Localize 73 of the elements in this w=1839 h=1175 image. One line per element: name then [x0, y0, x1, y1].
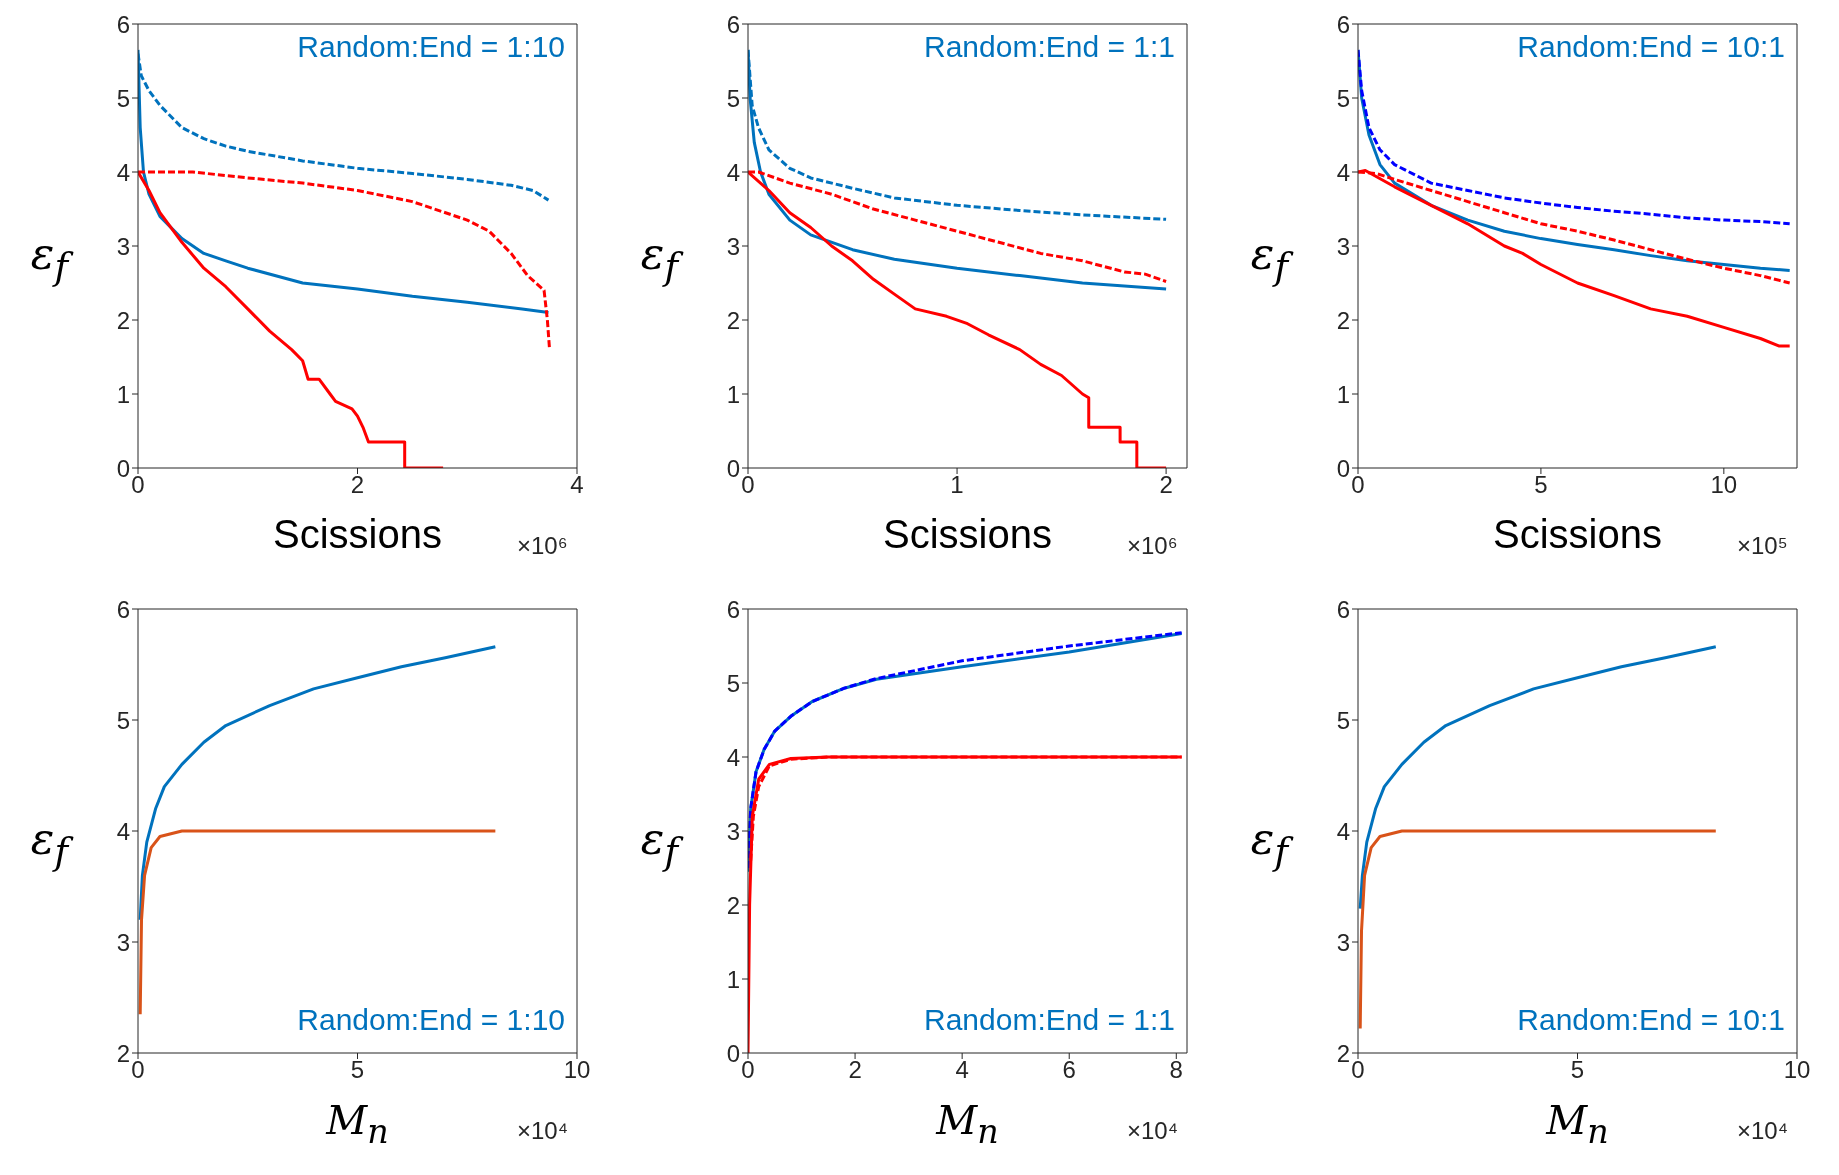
y-tick-label: 3	[1336, 928, 1350, 956]
x-axis-title: Scissions	[1493, 512, 1662, 556]
line-series	[138, 645, 497, 922]
y-tick-label: 4	[116, 158, 130, 186]
x-tick-label: 8	[1169, 1056, 1183, 1084]
x-tick-label: 4	[570, 471, 584, 499]
annotation: Random:End = 1:10	[297, 1003, 565, 1037]
y-tick-label: 5	[1336, 706, 1350, 734]
y-tick-label: 2	[116, 1039, 130, 1067]
y-tick-label: 4	[726, 743, 740, 771]
x-tick-label: 5	[1534, 471, 1548, 499]
x-tick-label: 1	[950, 471, 964, 499]
y-tick-label: 4	[1336, 158, 1350, 186]
y-tick-label: 5	[726, 84, 740, 112]
x-axis-title: M$_{n}$	[326, 1097, 389, 1151]
y-tick-label: 3	[1336, 232, 1350, 260]
x-axis-title: M$_{n}$	[1546, 1097, 1609, 1151]
y-tick-label: 4	[726, 158, 740, 186]
x-tick-label: 5	[350, 1056, 365, 1084]
y-tick-label: 3	[726, 817, 740, 845]
x-axis-title: Scissions	[273, 512, 442, 556]
y-tick-label: 5	[116, 84, 130, 112]
y-tick-label: 3	[726, 232, 740, 260]
y-tick-label: 6	[1336, 10, 1350, 38]
y-tick-label: 1	[726, 965, 740, 993]
y-tick-label: 6	[726, 10, 740, 38]
y-tick-label: 5	[1336, 84, 1350, 112]
text: ×10⁶	[1127, 532, 1178, 560]
x-tick-label: 10	[1783, 1056, 1811, 1084]
y-tick-label: 2	[726, 306, 740, 334]
y-tick-label: 3	[116, 928, 130, 956]
y-tick-label: 2	[116, 306, 130, 334]
x-axis-title: M$_{n}$	[936, 1097, 999, 1151]
y-tick-label: 4	[1336, 817, 1350, 845]
x-tick-label: 2	[1159, 471, 1173, 499]
y-tick-label: 0	[726, 1039, 740, 1067]
y-tick-label: 2	[1336, 1039, 1350, 1067]
x-tick-label: 6	[1062, 1056, 1076, 1084]
x-tick-label: 2	[848, 1056, 862, 1084]
text: ×10⁵	[1737, 532, 1788, 560]
y-tick-label: 3	[116, 232, 130, 260]
y-tick-label: 0	[116, 454, 130, 482]
annotation: Random:End = 1:10	[297, 30, 565, 64]
y-tick-label: 1	[1336, 380, 1350, 408]
x-axis-title: Scissions	[883, 512, 1052, 556]
x-tick-label: 4	[955, 1056, 969, 1084]
text: ×10⁶	[517, 532, 568, 560]
line-series	[1358, 829, 1718, 1031]
text: ×10⁴	[1737, 1117, 1789, 1145]
annotation: Random:End = 10:1	[1517, 30, 1785, 64]
x-tick-label: 10	[1710, 471, 1738, 499]
y-tick-label: 6	[726, 595, 740, 623]
y-tick-label: 5	[726, 669, 740, 697]
annotation: Random:End = 10:1	[1517, 1003, 1785, 1037]
line-series	[1358, 645, 1718, 911]
text: ×10⁴	[517, 1117, 569, 1145]
annotation: Random:End = 1:1	[923, 30, 1175, 64]
x-tick-label: 10	[563, 1056, 591, 1084]
y-tick-label: 6	[116, 595, 130, 623]
y-tick-label: 5	[116, 706, 130, 734]
y-tick-label: 6	[116, 10, 130, 38]
y-tick-label: 2	[1336, 306, 1350, 334]
y-tick-label: 1	[116, 380, 130, 408]
y-tick-label: 4	[116, 817, 130, 845]
y-tick-label: 2	[726, 891, 740, 919]
text: ×10⁴	[1127, 1117, 1179, 1145]
y-tick-label: 0	[726, 454, 740, 482]
y-tick-label: 1	[726, 380, 740, 408]
x-tick-label: 2	[350, 471, 365, 499]
x-tick-label: 5	[1570, 1056, 1585, 1084]
annotation: Random:End = 1:1	[923, 1003, 1175, 1037]
y-tick-label: 6	[1336, 595, 1350, 623]
y-tick-label: 0	[1336, 454, 1350, 482]
